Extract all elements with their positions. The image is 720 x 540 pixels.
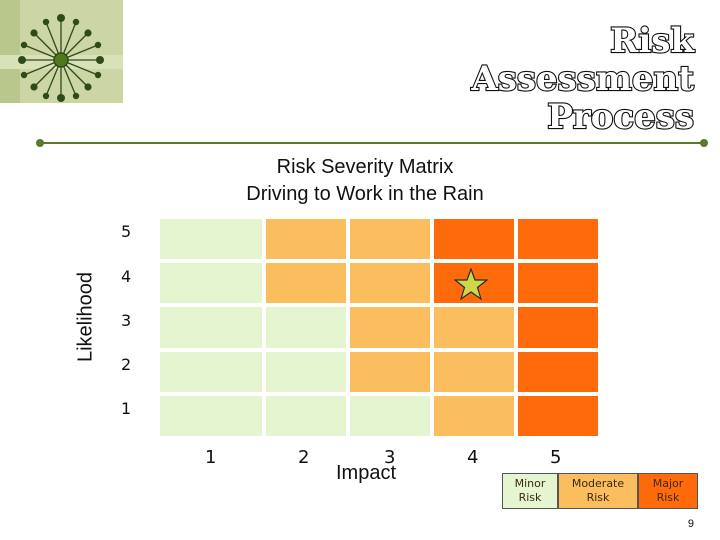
matrix-cell-moderate [348,261,432,305]
x-axis-label: Impact [336,462,397,484]
matrix-cell-major [516,394,600,438]
divider-dot-left [36,139,44,147]
page-number: 9 [687,518,694,530]
legend-major-risk: Major Risk [638,473,698,509]
legend-label-line: Risk [518,491,542,504]
x-tick-label: 5 [550,447,562,468]
y-axis-label: Likelihood [74,271,97,363]
matrix-title-line: Risk Severity Matrix [276,156,454,178]
matrix-cell-minor [264,394,348,438]
network-logo-icon [18,14,104,102]
matrix-cell-major [432,261,516,305]
matrix-cell-minor [264,350,348,394]
matrix-cell-major [516,217,600,261]
matrix-cell-moderate [432,305,516,350]
matrix-cell-moderate [432,394,516,438]
matrix-cell-moderate [348,350,432,394]
title-line: Process [546,97,695,137]
legend-label-line: Risk [586,491,610,504]
divider-dot-right [700,139,708,147]
legend-label-line: Major [652,477,684,490]
x-tick-label: 3 [384,447,396,468]
y-tick-label: 3 [121,311,132,330]
legend-minor-risk: Minor Risk [502,473,558,509]
matrix-cell-minor [158,350,264,394]
matrix-cell-minor [348,394,432,438]
matrix-cell-minor [158,217,264,261]
y-tick-label: 4 [121,267,132,286]
legend-label-line: Moderate [571,477,625,490]
matrix-title: Risk Severity Matrix Driving to Work in … [190,154,540,208]
legend-label-line: Risk [656,491,680,504]
matrix-cell-major [516,350,600,394]
matrix-cell-moderate [432,350,516,394]
matrix-cell-minor [158,394,264,438]
matrix-cell-moderate [348,217,432,261]
matrix-cell-major [516,305,600,350]
matrix-cell-minor [158,261,264,305]
matrix-cell-moderate [264,217,348,261]
matrix-cell-moderate [348,305,432,350]
matrix-cell-moderate [264,261,348,305]
matrix-cell-major [432,217,516,261]
star-icon [454,268,488,300]
matrix-title-line: Driving to Work in the Rain [246,183,484,205]
legend-moderate-risk: Moderate Risk [558,473,638,509]
matrix-cell-minor [264,305,348,350]
legend-label-line: Minor [514,477,546,490]
divider-line [40,142,705,144]
y-tick-label: 5 [121,222,132,241]
y-tick-label: 2 [121,355,132,374]
matrix-cell-major [516,261,600,305]
x-tick-label: 2 [298,447,310,468]
title-line: Risk [609,21,695,61]
y-tick-label: 1 [121,399,132,418]
title-line: Assessment [470,59,695,99]
slide-title: Risk Assessment Process [470,21,695,137]
x-tick-label: 1 [205,447,217,468]
matrix-cell-minor [158,305,264,350]
x-tick-label: 4 [467,447,479,468]
